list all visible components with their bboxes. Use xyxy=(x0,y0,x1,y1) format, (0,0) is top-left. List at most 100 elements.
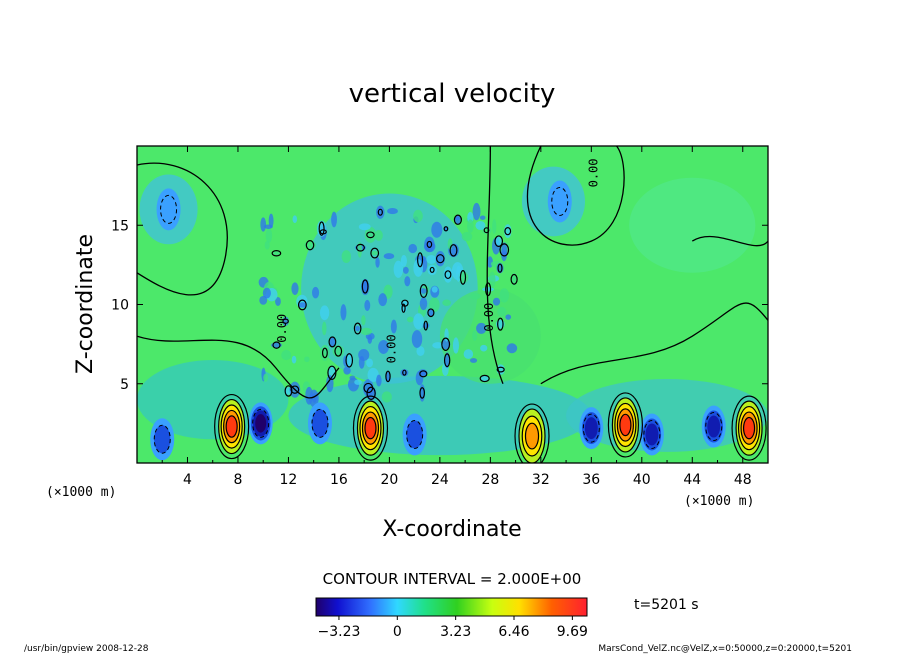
field-speckle xyxy=(413,209,423,223)
x-tick-label: 36 xyxy=(582,472,600,488)
contour-speckle xyxy=(504,226,512,236)
downdraft-core xyxy=(406,420,423,449)
updraft-outer-contour xyxy=(731,395,767,461)
zero-contour xyxy=(486,146,504,384)
field-speckle xyxy=(357,241,363,258)
field-speckle xyxy=(505,314,512,320)
field-speckle xyxy=(358,223,371,231)
contour-lines xyxy=(137,146,768,463)
field-speckle xyxy=(456,265,462,282)
field-speckle xyxy=(472,202,481,221)
field-speckle xyxy=(469,358,478,363)
field-speckle xyxy=(454,215,460,221)
field-speckle xyxy=(268,213,274,228)
contour-speckle xyxy=(497,317,504,331)
field-speckle xyxy=(376,374,382,387)
field-speckle xyxy=(479,215,486,220)
contour-speckle xyxy=(496,366,505,373)
contour-speckle xyxy=(355,243,365,252)
field-speckle xyxy=(364,299,371,311)
contour-speckle xyxy=(479,374,490,383)
field-zone xyxy=(629,177,756,273)
field-speckle xyxy=(419,297,428,311)
contour-speckle xyxy=(290,385,300,394)
x-tick-label: 8 xyxy=(233,472,242,488)
contour-speckle xyxy=(321,347,328,359)
x-unit-label-right: (×1000 m) xyxy=(684,494,754,509)
field-speckle xyxy=(331,211,337,228)
updraft-contour xyxy=(361,411,380,445)
updraft-contour xyxy=(742,416,756,440)
field-speckle xyxy=(415,370,424,386)
field-speckle xyxy=(316,220,327,237)
updraft-contour xyxy=(521,415,543,457)
updraft-contour xyxy=(220,404,243,449)
field-speckle xyxy=(263,373,268,382)
field-speckle xyxy=(340,304,347,321)
field-speckle xyxy=(354,379,362,385)
contour-speckle xyxy=(370,247,380,259)
contour-speckle xyxy=(366,231,375,239)
contour-speckle xyxy=(284,385,293,397)
contour-speckle xyxy=(427,308,435,318)
colorbar-tick-label: 6.46 xyxy=(498,624,529,640)
x-tick-label: 20 xyxy=(380,472,398,488)
contour-speckle xyxy=(272,341,281,349)
x-tick-label: 40 xyxy=(633,472,651,488)
field-speckle xyxy=(349,375,356,381)
colorbar-tick-label: −3.23 xyxy=(317,624,360,640)
updraft-contour xyxy=(359,405,382,451)
field-speckle xyxy=(506,343,518,354)
downdraft-contour xyxy=(643,419,661,449)
chart-title: vertical velocity xyxy=(349,79,556,109)
contour-speckle xyxy=(318,221,325,236)
contour-speckle xyxy=(282,318,289,324)
field-speckle xyxy=(298,302,307,308)
field-speckle xyxy=(497,306,507,317)
field-speckle xyxy=(383,253,395,260)
field-speckle xyxy=(375,257,380,268)
y-axis: 5 10 15 xyxy=(111,218,768,393)
field-speckle xyxy=(406,316,414,323)
field-speckle xyxy=(476,322,487,334)
contour-speckle xyxy=(328,336,337,348)
field-speckle xyxy=(387,208,398,215)
downdraft-contour xyxy=(153,424,171,454)
contour-speckle xyxy=(297,299,307,311)
field-speckle xyxy=(492,219,497,234)
contour-speckle xyxy=(385,370,391,383)
field-speckle xyxy=(408,243,418,254)
field-speckle xyxy=(499,288,510,303)
zero-contour xyxy=(540,302,768,385)
field-speckle xyxy=(360,327,372,336)
field-speckle xyxy=(492,297,501,306)
field-speckle xyxy=(404,276,411,287)
field-speckle xyxy=(402,266,409,274)
field-speckle xyxy=(265,228,273,243)
field-speckle xyxy=(320,344,330,361)
field-speckle xyxy=(390,319,397,334)
contour-interval-label: CONTOUR INTERVAL = 2.000E+00 xyxy=(323,570,582,588)
contour-speckle xyxy=(435,254,445,264)
contour-speckle xyxy=(402,369,407,376)
downdraft-contour xyxy=(252,408,270,438)
field-speckle xyxy=(281,349,292,361)
contour-speckle xyxy=(494,235,504,247)
contour-speckle xyxy=(453,214,462,225)
downdraft-contour xyxy=(551,186,569,216)
y-tick-label: 10 xyxy=(111,298,129,314)
field-speckle xyxy=(312,286,320,299)
x-tick-label: 16 xyxy=(330,472,348,488)
updraft-contour xyxy=(364,416,377,440)
field-speckle xyxy=(358,356,365,369)
field-speckle xyxy=(399,303,408,313)
field-speckle xyxy=(374,229,383,241)
contour-label: 0.00 xyxy=(587,158,601,187)
field-speckle xyxy=(260,217,267,232)
x-tick-label: 28 xyxy=(481,472,499,488)
field-speckle xyxy=(291,355,297,364)
x-axis: 4 8 12 16 20 24 28 32 36 40 44 48 xyxy=(161,146,752,488)
field-speckle xyxy=(463,349,474,359)
field-speckle xyxy=(263,224,273,229)
updraft-contour xyxy=(356,400,385,456)
